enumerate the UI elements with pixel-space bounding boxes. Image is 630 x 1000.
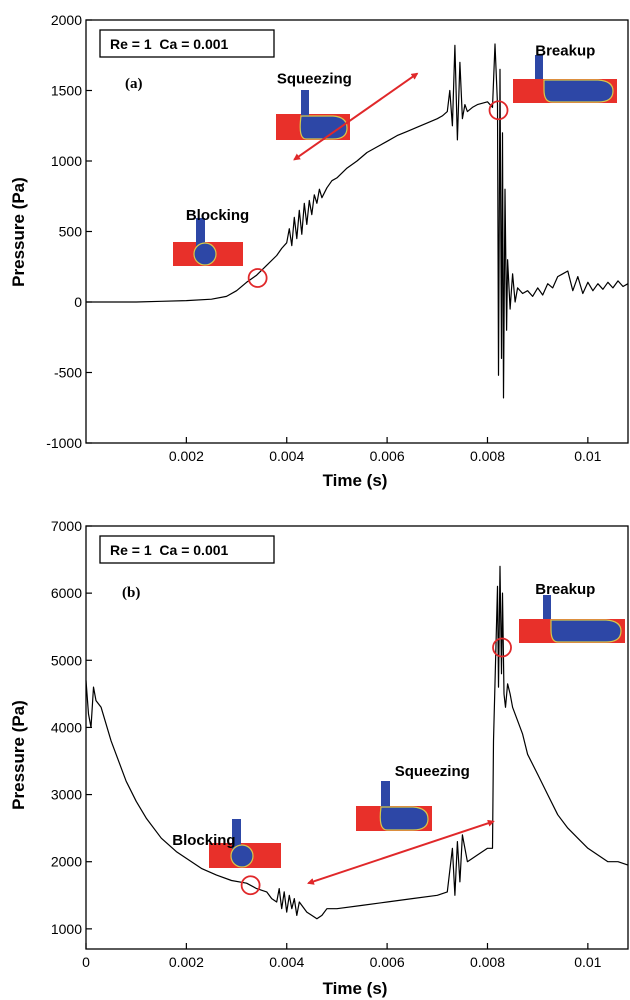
x-tick-label: 0 bbox=[82, 954, 90, 970]
y-tick-label: 7000 bbox=[51, 518, 82, 534]
x-tick-label: 0.01 bbox=[574, 954, 601, 970]
panel-b-breakup-schematic bbox=[519, 595, 625, 643]
y-tick-label: 2000 bbox=[51, 854, 82, 870]
y-tick-label: 500 bbox=[59, 224, 83, 240]
x-tick-label: 0.002 bbox=[169, 954, 204, 970]
y-tick-label: 1000 bbox=[51, 153, 82, 169]
panel-b: 1000 2000 3000 4000 5000 6000 7000 0 0.002 0.004… bbox=[9, 518, 629, 998]
panel-a-y-axis-title: Pressure (Pa) bbox=[9, 177, 28, 287]
panel-b-blocking-label: Blocking bbox=[172, 832, 235, 849]
x-tick-label: 0.006 bbox=[370, 954, 405, 970]
panel-b-y-axis-title: Pressure (Pa) bbox=[9, 700, 28, 810]
y-tick-label: 6000 bbox=[51, 585, 82, 601]
x-tick-label: 0.004 bbox=[269, 448, 304, 464]
y-tick-label: 4000 bbox=[51, 719, 82, 735]
panel-b-x-ticks: 0 0.002 0.004 0.006 0.008 0.01 bbox=[82, 943, 602, 970]
panel-a-params-text: Re = 1 Ca = 0.001 bbox=[110, 36, 229, 52]
panel-a-x-ticks: 0.002 0.004 0.006 0.008 0.01 bbox=[169, 437, 602, 464]
x-tick-label: 0.006 bbox=[370, 448, 405, 464]
panel-b-data bbox=[85, 565, 629, 920]
panel-b-blocking-marker bbox=[240, 875, 261, 896]
panel-a-squeezing-schematic bbox=[276, 90, 350, 140]
panel-b-squeezing-schematic bbox=[356, 781, 432, 831]
x-tick-label: 0.002 bbox=[169, 448, 204, 464]
panel-b-squeezing-label: Squeezing bbox=[395, 763, 470, 780]
y-tick-label: 1000 bbox=[51, 921, 82, 937]
panel-b-params-box bbox=[99, 535, 275, 564]
x-tick-label: 0.01 bbox=[574, 448, 601, 464]
panel-b-breakup-label: Breakup bbox=[535, 581, 595, 598]
y-tick-label: 1500 bbox=[51, 83, 82, 99]
panel-b-x-axis-title: Time (s) bbox=[323, 979, 388, 998]
panel-a-blocking-schematic bbox=[173, 218, 243, 266]
panel-a-squeezing-label: Squeezing bbox=[277, 70, 352, 87]
y-tick-label: 3000 bbox=[51, 787, 82, 803]
panel-b-y-ticks: 1000 2000 3000 4000 5000 6000 7000 bbox=[51, 518, 92, 937]
panel-b-label: (b) bbox=[122, 585, 140, 601]
panel-b-double-arrow bbox=[306, 819, 495, 885]
y-tick-label: 2000 bbox=[51, 12, 82, 28]
panel-a-blocking-marker bbox=[247, 268, 268, 288]
y-tick-label: -1000 bbox=[46, 435, 82, 451]
panel-a-frame bbox=[85, 19, 629, 444]
panel-a-breakup-marker bbox=[488, 100, 509, 121]
y-tick-label: 0 bbox=[74, 294, 82, 310]
panel-a-x-axis-title: Time (s) bbox=[323, 471, 388, 490]
panel-a-blocking-label: Blocking bbox=[186, 207, 249, 224]
panel-b-frame bbox=[85, 525, 629, 950]
panel-b-blocking-schematic bbox=[209, 819, 281, 868]
pressure-series-line bbox=[85, 565, 629, 920]
panel-a-data bbox=[86, 43, 629, 399]
panel-a-params-box bbox=[99, 29, 275, 58]
panel-b-breakup-marker bbox=[492, 637, 512, 658]
panel-a-breakup-label: Breakup bbox=[535, 42, 595, 59]
y-tick-label: 5000 bbox=[51, 652, 82, 668]
pressure-series-line bbox=[86, 43, 629, 399]
panel-b-params-text: Re = 1 Ca = 0.001 bbox=[110, 542, 229, 558]
panel-a-breakup-schematic bbox=[513, 55, 617, 103]
panel-a-y-ticks: -1000 -500 0 500 1000 1500 2000 bbox=[46, 12, 92, 451]
x-tick-label: 0.008 bbox=[470, 448, 505, 464]
panel-a-label: (a) bbox=[125, 76, 143, 92]
x-tick-label: 0.008 bbox=[470, 954, 505, 970]
x-tick-label: 0.004 bbox=[269, 954, 304, 970]
y-tick-label: -500 bbox=[54, 365, 82, 381]
panel-a-double-arrow bbox=[293, 72, 419, 161]
